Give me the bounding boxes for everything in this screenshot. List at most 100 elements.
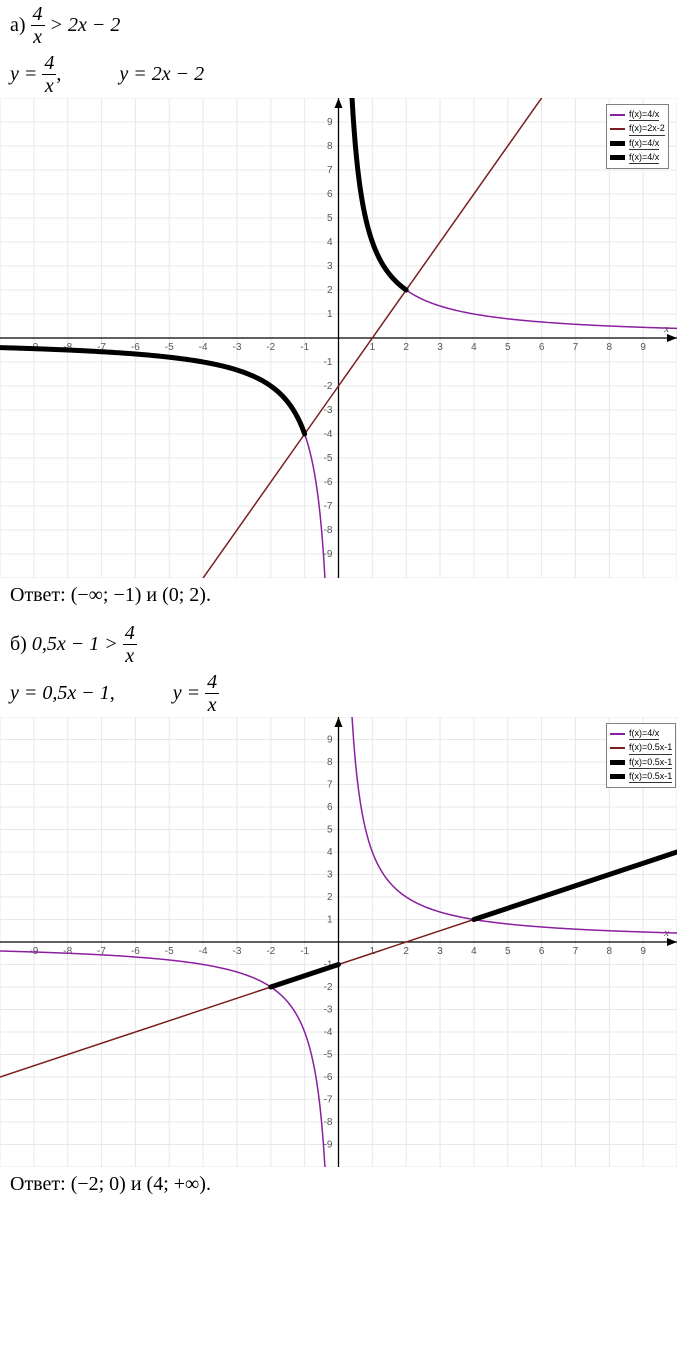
svg-text:-8: -8 (63, 946, 72, 957)
svg-text:-2: -2 (324, 982, 333, 993)
svg-text:4: 4 (471, 946, 477, 957)
frac-den: x (205, 694, 219, 715)
svg-text:-4: -4 (324, 1027, 333, 1038)
svg-text:-3: -3 (232, 946, 241, 957)
svg-text:4: 4 (471, 342, 477, 353)
svg-text:6: 6 (539, 342, 545, 353)
chart-2: -9-8-7-6-5-4-3-2-1123456789-9-8-7-6-5-4-… (0, 717, 677, 1167)
answer-label: Ответ: (10, 1173, 71, 1195)
frac-num: 4 (31, 4, 45, 26)
answer-b: Ответ: (−2; 0) и (4; +∞). (0, 1167, 677, 1202)
part-b-lhs: 0,5x − 1 > (32, 633, 118, 656)
frac-den: x (31, 26, 45, 47)
svg-text:8: 8 (327, 141, 333, 152)
svg-text:5: 5 (505, 946, 511, 957)
svg-text:2: 2 (327, 285, 333, 296)
svg-text:-8: -8 (324, 1117, 333, 1128)
svg-text:7: 7 (327, 165, 333, 176)
svg-text:2: 2 (327, 892, 333, 903)
svg-text:7: 7 (573, 342, 579, 353)
svg-text:1: 1 (327, 309, 333, 320)
chart-2-legend: f(x)=4/xf(x)=0.5x-1f(x)=0.5x-1f(x)=0.5x-… (606, 723, 676, 788)
part-b-equations: y = 0,5x − 1, y = 4 x (0, 668, 677, 717)
svg-text:-1: -1 (300, 946, 309, 957)
svg-text:-2: -2 (324, 381, 333, 392)
svg-text:-7: -7 (324, 501, 333, 512)
svg-text:-1: -1 (324, 357, 333, 368)
svg-text:1: 1 (370, 342, 376, 353)
svg-text:-5: -5 (324, 1050, 333, 1061)
svg-text:2: 2 (403, 946, 409, 957)
svg-text:6: 6 (327, 802, 333, 813)
svg-text:-3: -3 (232, 342, 241, 353)
svg-text:3: 3 (437, 342, 443, 353)
svg-text:3: 3 (327, 261, 333, 272)
eq1-frac: 4 x (42, 53, 56, 96)
eq1: y = 0,5x − 1, (10, 682, 115, 705)
svg-text:9: 9 (327, 117, 333, 128)
frac-den: x (123, 645, 137, 666)
svg-text:9: 9 (640, 342, 646, 353)
part-a-label: а) (10, 14, 26, 37)
answer-value: (−2; 0) и (4; +∞). (71, 1173, 211, 1195)
svg-text:-7: -7 (324, 1095, 333, 1106)
answer-value: (−∞; −1) и (0; 2). (71, 584, 211, 606)
part-a-equations: y = 4 x , y = 2x − 2 (0, 49, 677, 98)
svg-text:-5: -5 (165, 342, 174, 353)
part-b-inequality: б) 0,5x − 1 > 4 x (0, 613, 677, 668)
eq1-lhs: y = (10, 63, 37, 86)
svg-text:-1: -1 (300, 342, 309, 353)
svg-text:-5: -5 (324, 453, 333, 464)
svg-text:6: 6 (327, 189, 333, 200)
eq2-frac: 4 x (205, 672, 219, 715)
svg-text:8: 8 (607, 946, 613, 957)
svg-text:8: 8 (607, 342, 613, 353)
frac-num: 4 (42, 53, 56, 75)
svg-text:-8: -8 (324, 525, 333, 536)
frac-den: x (42, 75, 56, 96)
eq2: y = 2x − 2 (119, 63, 204, 86)
svg-text:3: 3 (327, 870, 333, 881)
part-b-label: б) (10, 633, 27, 656)
frac-num: 4 (123, 623, 137, 645)
svg-text:-6: -6 (324, 1072, 333, 1083)
chart-1: -9-8-7-6-5-4-3-2-1123456789-9-8-7-6-5-4-… (0, 98, 677, 578)
svg-text:-9: -9 (324, 549, 333, 560)
svg-text:-9: -9 (324, 1140, 333, 1151)
svg-text:-3: -3 (324, 1005, 333, 1016)
frac-num: 4 (205, 672, 219, 694)
part-b-frac: 4 x (123, 623, 137, 666)
answer-label: Ответ: (10, 584, 71, 606)
svg-text:1: 1 (370, 946, 376, 957)
svg-text:1: 1 (327, 915, 333, 926)
svg-text:3: 3 (437, 946, 443, 957)
svg-text:-6: -6 (324, 477, 333, 488)
svg-text:-4: -4 (199, 342, 208, 353)
svg-text:-4: -4 (199, 946, 208, 957)
chart-1-legend: f(x)=4/xf(x)=2x-2f(x)=4/xf(x)=4/x (606, 104, 669, 169)
svg-text:7: 7 (573, 946, 579, 957)
svg-text:7: 7 (327, 780, 333, 791)
svg-text:6: 6 (539, 946, 545, 957)
svg-text:4: 4 (327, 847, 333, 858)
part-a-rest: > 2x − 2 (50, 14, 121, 37)
eq2-lhs: y = (173, 682, 200, 705)
svg-text:4: 4 (327, 237, 333, 248)
chart-2-svg: -9-8-7-6-5-4-3-2-1123456789-9-8-7-6-5-4-… (0, 717, 677, 1167)
svg-text:5: 5 (327, 213, 333, 224)
svg-text:-2: -2 (266, 342, 275, 353)
svg-text:2: 2 (403, 342, 409, 353)
svg-text:-5: -5 (165, 946, 174, 957)
svg-text:8: 8 (327, 757, 333, 768)
svg-text:-3: -3 (324, 405, 333, 416)
svg-text:x: x (663, 323, 669, 335)
part-a-frac: 4 x (31, 4, 45, 47)
chart-1-svg: -9-8-7-6-5-4-3-2-1123456789-9-8-7-6-5-4-… (0, 98, 677, 578)
svg-text:9: 9 (640, 946, 646, 957)
svg-text:5: 5 (327, 825, 333, 836)
svg-text:9: 9 (327, 735, 333, 746)
svg-text:-6: -6 (131, 946, 140, 957)
svg-text:-2: -2 (266, 946, 275, 957)
svg-text:5: 5 (505, 342, 511, 353)
svg-text:-4: -4 (324, 429, 333, 440)
